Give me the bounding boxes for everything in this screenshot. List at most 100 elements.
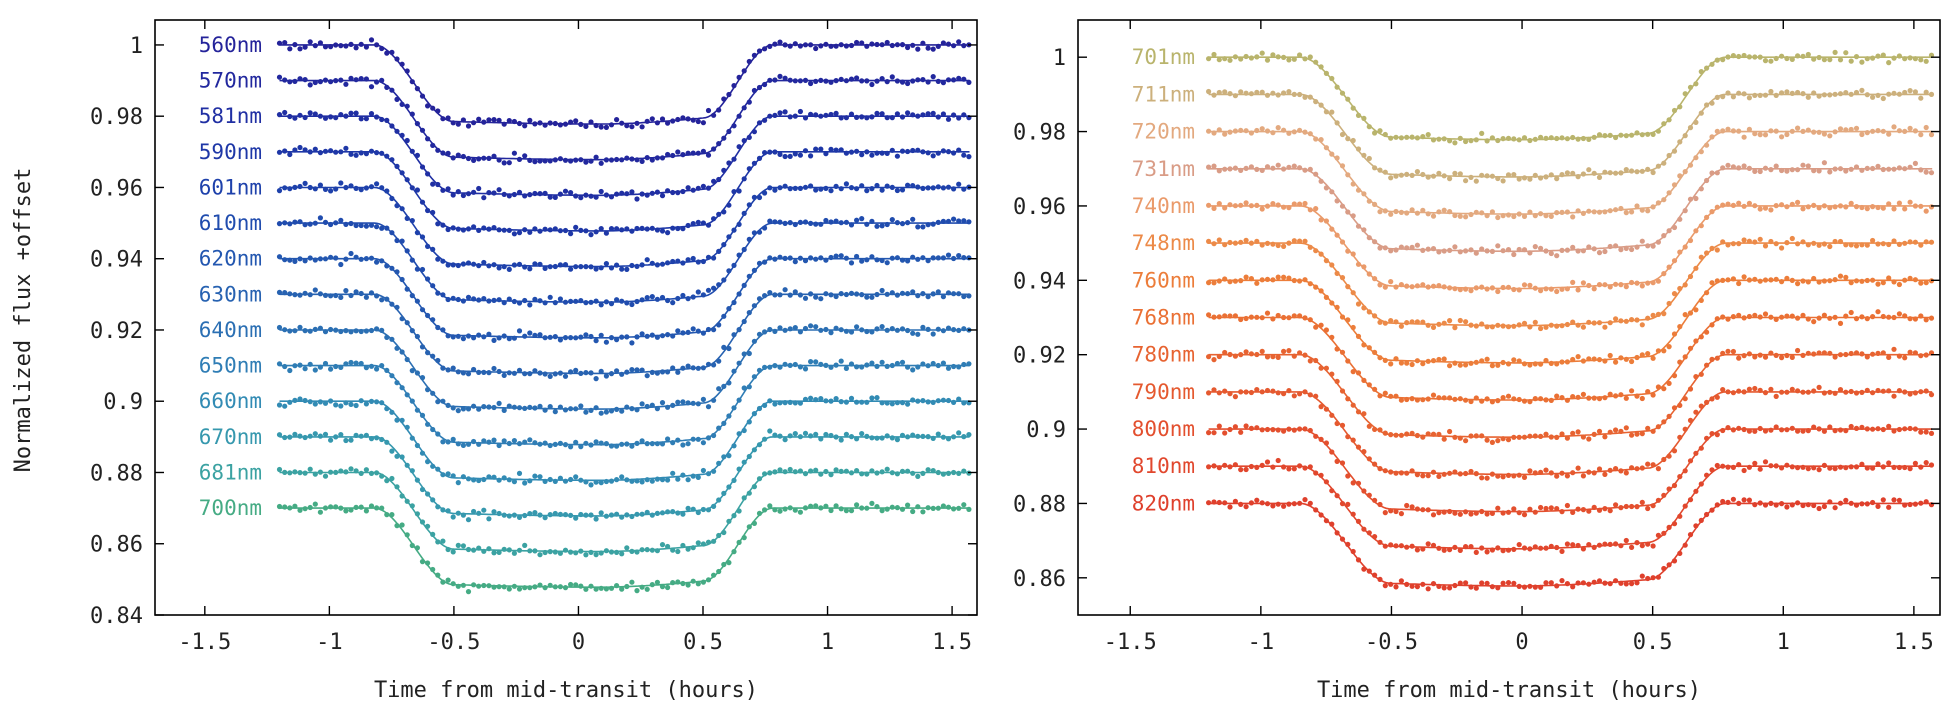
data-point [1586, 282, 1592, 289]
data-point [756, 510, 763, 516]
data-point [471, 547, 477, 553]
data-point [1355, 444, 1362, 450]
data-point [756, 120, 763, 126]
data-point [292, 469, 298, 475]
data-point [328, 148, 334, 154]
data-point [1859, 242, 1865, 248]
data-point [1687, 497, 1694, 503]
data-point [1918, 132, 1924, 138]
data-point [736, 113, 742, 119]
data-point [1559, 548, 1565, 555]
data-point [711, 503, 717, 509]
data-point [1264, 203, 1271, 209]
data-point [348, 359, 354, 366]
data-point [700, 396, 707, 402]
data-point [956, 39, 962, 45]
data-point [797, 400, 804, 406]
data-point [1923, 429, 1929, 435]
data-point [1704, 362, 1710, 368]
data-point [1291, 313, 1297, 319]
data-point [879, 435, 885, 441]
data-point [1671, 405, 1678, 411]
data-point [399, 385, 405, 391]
data-point [343, 400, 349, 406]
data-point [899, 79, 906, 85]
data-point [966, 506, 972, 512]
data-point [430, 317, 436, 323]
data-point [1575, 174, 1581, 180]
data-point [1372, 130, 1378, 136]
data-point [1339, 314, 1346, 320]
data-point [1629, 317, 1635, 323]
data-point [859, 327, 865, 333]
data-point [1875, 163, 1881, 169]
data-point [762, 293, 768, 299]
data-point [670, 258, 676, 265]
data-point [818, 436, 824, 442]
data-point [1859, 131, 1865, 138]
data-point [1420, 397, 1426, 403]
data-point [721, 313, 727, 319]
data-point [1473, 209, 1479, 215]
data-point [1334, 346, 1340, 352]
data-point [1661, 419, 1667, 425]
data-point [1596, 466, 1603, 472]
data-point [920, 40, 926, 46]
x-tick-label: -1 [316, 630, 343, 655]
data-point [940, 148, 947, 154]
data-point [731, 189, 737, 195]
data-point [368, 111, 375, 117]
data-point [1634, 354, 1640, 361]
data-point [1602, 133, 1608, 139]
data-point [670, 402, 676, 408]
data-point [951, 43, 957, 49]
data-point [1832, 238, 1838, 245]
data-point [690, 436, 696, 442]
data-point [915, 46, 921, 52]
data-point [726, 128, 732, 135]
data-point [374, 42, 380, 48]
data-point [608, 371, 615, 377]
data-point [1468, 544, 1474, 550]
data-point [522, 542, 528, 549]
data-point [639, 158, 645, 164]
data-point [1805, 163, 1811, 169]
data-point [1875, 387, 1881, 394]
data-point [532, 405, 538, 411]
data-point [348, 507, 354, 513]
data-point [716, 568, 722, 575]
data-point [935, 219, 941, 225]
data-point [1800, 389, 1806, 395]
data-point [1907, 349, 1913, 355]
data-point [542, 478, 548, 484]
data-point [1912, 128, 1918, 134]
data-point [910, 470, 916, 476]
data-point [1447, 247, 1453, 253]
data-point [1238, 501, 1244, 507]
data-point [1318, 217, 1324, 223]
data-point [1645, 575, 1651, 582]
data-point [1928, 239, 1935, 245]
data-point [966, 293, 972, 299]
data-point [282, 185, 288, 191]
data-point [695, 365, 701, 371]
data-point [1709, 507, 1715, 513]
data-point [619, 441, 625, 447]
data-point [1366, 271, 1372, 277]
data-point [322, 292, 329, 298]
data-point [802, 325, 809, 332]
data-point [1447, 508, 1453, 515]
data-point [547, 373, 553, 379]
data-point [435, 572, 441, 578]
data-point [1372, 349, 1378, 355]
data-point [1495, 473, 1501, 479]
data-point [1361, 411, 1367, 417]
series-740nm [1206, 199, 1935, 295]
data-point [1339, 501, 1346, 507]
data-point [608, 122, 615, 128]
data-point [1843, 497, 1849, 503]
data-point [1746, 200, 1752, 206]
data-point [945, 218, 952, 224]
data-point [353, 432, 359, 438]
data-point [1216, 423, 1222, 429]
